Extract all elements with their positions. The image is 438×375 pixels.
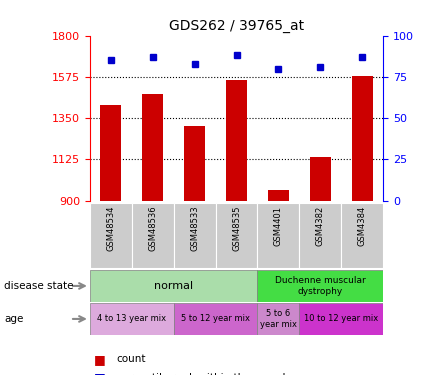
Bar <box>268 190 289 201</box>
Bar <box>300 202 341 268</box>
Text: ■: ■ <box>94 353 106 366</box>
Bar <box>258 202 300 268</box>
Text: percentile rank within the sample: percentile rank within the sample <box>116 373 292 375</box>
Bar <box>215 202 258 268</box>
Bar <box>184 126 205 201</box>
Text: ■: ■ <box>94 372 106 375</box>
Bar <box>90 303 173 335</box>
Bar <box>226 80 247 201</box>
Text: GSM4384: GSM4384 <box>358 206 367 246</box>
Text: GSM4401: GSM4401 <box>274 206 283 246</box>
Bar <box>300 303 383 335</box>
Text: disease state: disease state <box>4 281 74 291</box>
Text: normal: normal <box>154 281 193 291</box>
Text: GSM48534: GSM48534 <box>106 206 115 251</box>
Text: Duchenne muscular
dystrophy: Duchenne muscular dystrophy <box>275 276 366 296</box>
Text: 4 to 13 year mix: 4 to 13 year mix <box>97 314 166 323</box>
Bar <box>310 157 331 201</box>
Bar <box>258 303 300 335</box>
Bar <box>352 76 373 201</box>
Text: GSM4382: GSM4382 <box>316 206 325 246</box>
Text: age: age <box>4 314 24 324</box>
Bar <box>90 270 258 302</box>
Bar <box>173 303 258 335</box>
Text: GSM48535: GSM48535 <box>232 206 241 251</box>
Bar <box>90 202 132 268</box>
Text: 5 to 12 year mix: 5 to 12 year mix <box>181 314 250 323</box>
Text: GSM48533: GSM48533 <box>190 206 199 251</box>
Title: GDS262 / 39765_at: GDS262 / 39765_at <box>169 19 304 33</box>
Bar <box>142 94 163 201</box>
Bar <box>132 202 173 268</box>
Bar <box>258 270 383 302</box>
Text: count: count <box>116 354 145 364</box>
Bar <box>100 105 121 201</box>
Text: 10 to 12 year mix: 10 to 12 year mix <box>304 314 378 323</box>
Bar <box>173 202 215 268</box>
Bar <box>341 202 383 268</box>
Text: 5 to 6
year mix: 5 to 6 year mix <box>260 309 297 328</box>
Text: GSM48536: GSM48536 <box>148 206 157 251</box>
